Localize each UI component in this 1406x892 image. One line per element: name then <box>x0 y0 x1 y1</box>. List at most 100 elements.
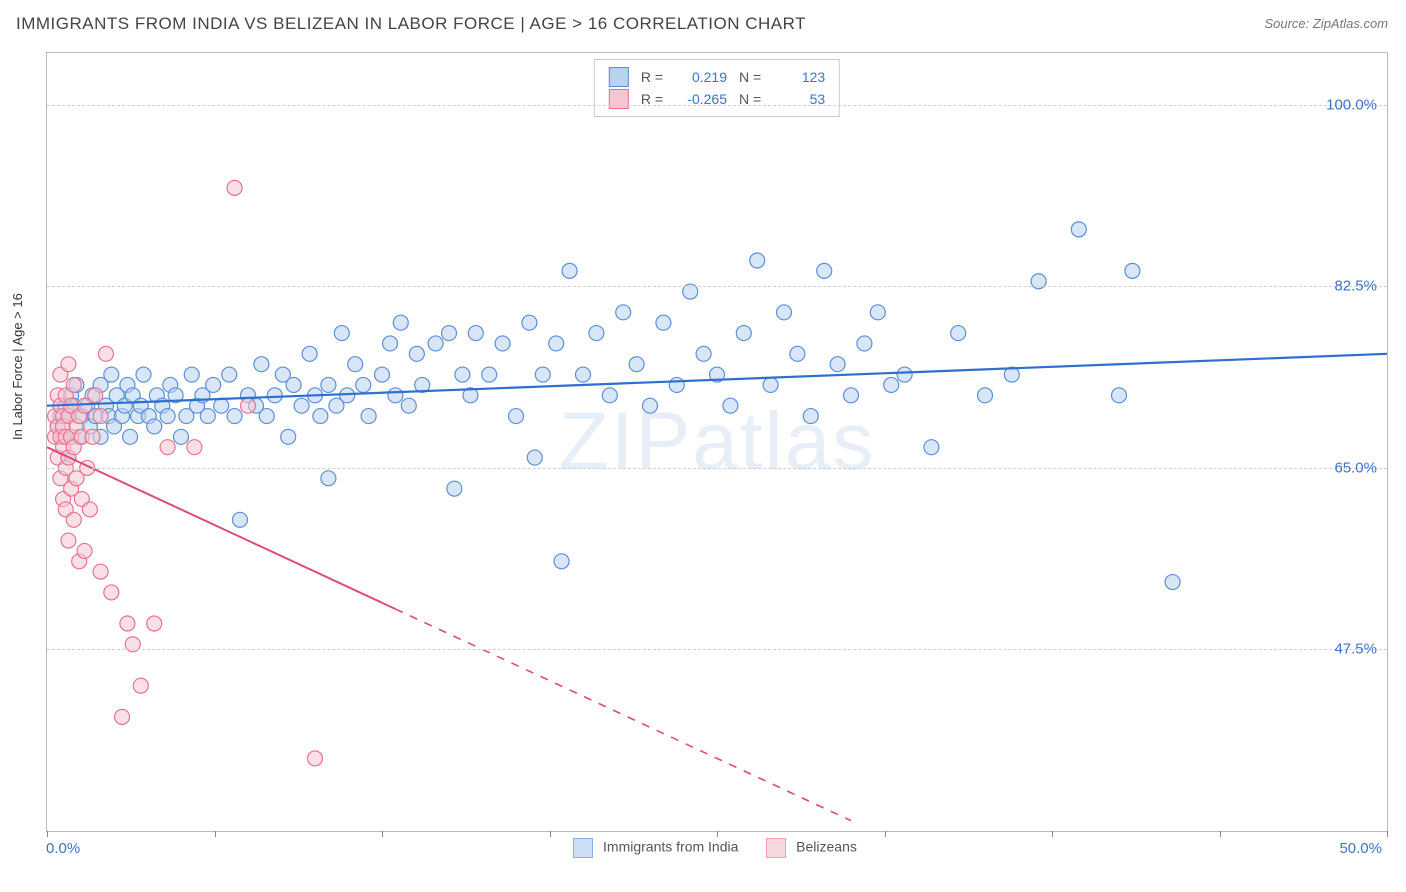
data-point <box>66 377 81 392</box>
data-point <box>736 326 751 341</box>
data-point <box>393 315 408 330</box>
data-point <box>428 336 443 351</box>
data-point <box>656 315 671 330</box>
x-tick <box>1387 831 1388 837</box>
y-axis-label: In Labor Force | Age > 16 <box>10 293 25 440</box>
data-point <box>88 388 103 403</box>
data-point <box>549 336 564 351</box>
data-point <box>313 409 328 424</box>
data-point <box>227 409 242 424</box>
data-point <box>509 409 524 424</box>
trend-line <box>47 354 1387 406</box>
data-point <box>321 377 336 392</box>
data-point <box>294 398 309 413</box>
data-point <box>495 336 510 351</box>
legend-swatch-series2 <box>766 838 786 858</box>
legend-swatch-series1 <box>573 838 593 858</box>
trend-line-solid <box>47 447 395 609</box>
data-point <box>222 367 237 382</box>
data-point <box>409 346 424 361</box>
data-point <box>763 377 778 392</box>
grid-line <box>47 286 1387 287</box>
y-tick-label: 65.0% <box>1334 459 1377 476</box>
data-point <box>361 409 376 424</box>
data-point <box>535 367 550 382</box>
x-tick <box>1220 831 1221 837</box>
data-point <box>321 471 336 486</box>
legend-label-series1: Immigrants from India <box>603 839 738 855</box>
legend-label-series2: Belizeans <box>796 839 857 855</box>
x-tick <box>1052 831 1053 837</box>
trend-line-dashed <box>395 609 851 821</box>
data-point <box>790 346 805 361</box>
data-point <box>136 367 151 382</box>
chart-title: IMMIGRANTS FROM INDIA VS BELIZEAN IN LAB… <box>16 14 806 34</box>
bottom-legend: Immigrants from India Belizeans <box>0 838 1406 858</box>
data-point <box>803 409 818 424</box>
x-tick <box>885 831 886 837</box>
data-point <box>817 263 832 278</box>
data-point <box>576 367 591 382</box>
data-point <box>777 305 792 320</box>
x-tick <box>717 831 718 837</box>
data-point <box>1112 388 1127 403</box>
data-point <box>308 751 323 766</box>
data-point <box>259 409 274 424</box>
x-tick <box>215 831 216 837</box>
data-point <box>160 440 175 455</box>
x-tick <box>382 831 383 837</box>
data-point <box>93 564 108 579</box>
data-point <box>174 429 189 444</box>
data-point <box>334 326 349 341</box>
data-point <box>442 326 457 341</box>
data-point <box>1071 222 1086 237</box>
data-point <box>184 367 199 382</box>
data-point <box>616 305 631 320</box>
data-point <box>857 336 872 351</box>
data-point <box>383 336 398 351</box>
data-point <box>897 367 912 382</box>
y-tick-label: 100.0% <box>1326 96 1377 113</box>
data-point <box>77 543 92 558</box>
grid-line <box>47 468 1387 469</box>
data-point <box>522 315 537 330</box>
data-point <box>85 429 100 444</box>
data-point <box>356 377 371 392</box>
data-point <box>401 398 416 413</box>
data-point <box>123 429 138 444</box>
data-point <box>98 346 113 361</box>
data-point <box>723 398 738 413</box>
y-tick-label: 47.5% <box>1334 641 1377 658</box>
data-point <box>104 367 119 382</box>
data-point <box>468 326 483 341</box>
plot-area: ZIPatlas R = 0.219 N = 123 R = -0.265 N … <box>46 52 1388 832</box>
data-point <box>870 305 885 320</box>
source-attribution: Source: ZipAtlas.com <box>1264 16 1388 31</box>
data-point <box>924 440 939 455</box>
data-point <box>281 429 296 444</box>
data-point <box>554 554 569 569</box>
data-point <box>447 481 462 496</box>
data-point <box>302 346 317 361</box>
data-point <box>589 326 604 341</box>
data-point <box>696 346 711 361</box>
data-point <box>844 388 859 403</box>
data-point <box>227 180 242 195</box>
data-point <box>375 367 390 382</box>
grid-line <box>47 649 1387 650</box>
data-point <box>206 377 221 392</box>
data-point <box>66 512 81 527</box>
data-point <box>602 388 617 403</box>
data-point <box>884 377 899 392</box>
data-point <box>348 357 363 372</box>
data-point <box>93 409 108 424</box>
data-point <box>1165 575 1180 590</box>
data-point <box>267 388 282 403</box>
data-point <box>562 263 577 278</box>
data-point <box>254 357 269 372</box>
data-point <box>241 398 256 413</box>
data-point <box>61 533 76 548</box>
data-point <box>629 357 644 372</box>
data-point <box>133 678 148 693</box>
x-tick <box>550 831 551 837</box>
